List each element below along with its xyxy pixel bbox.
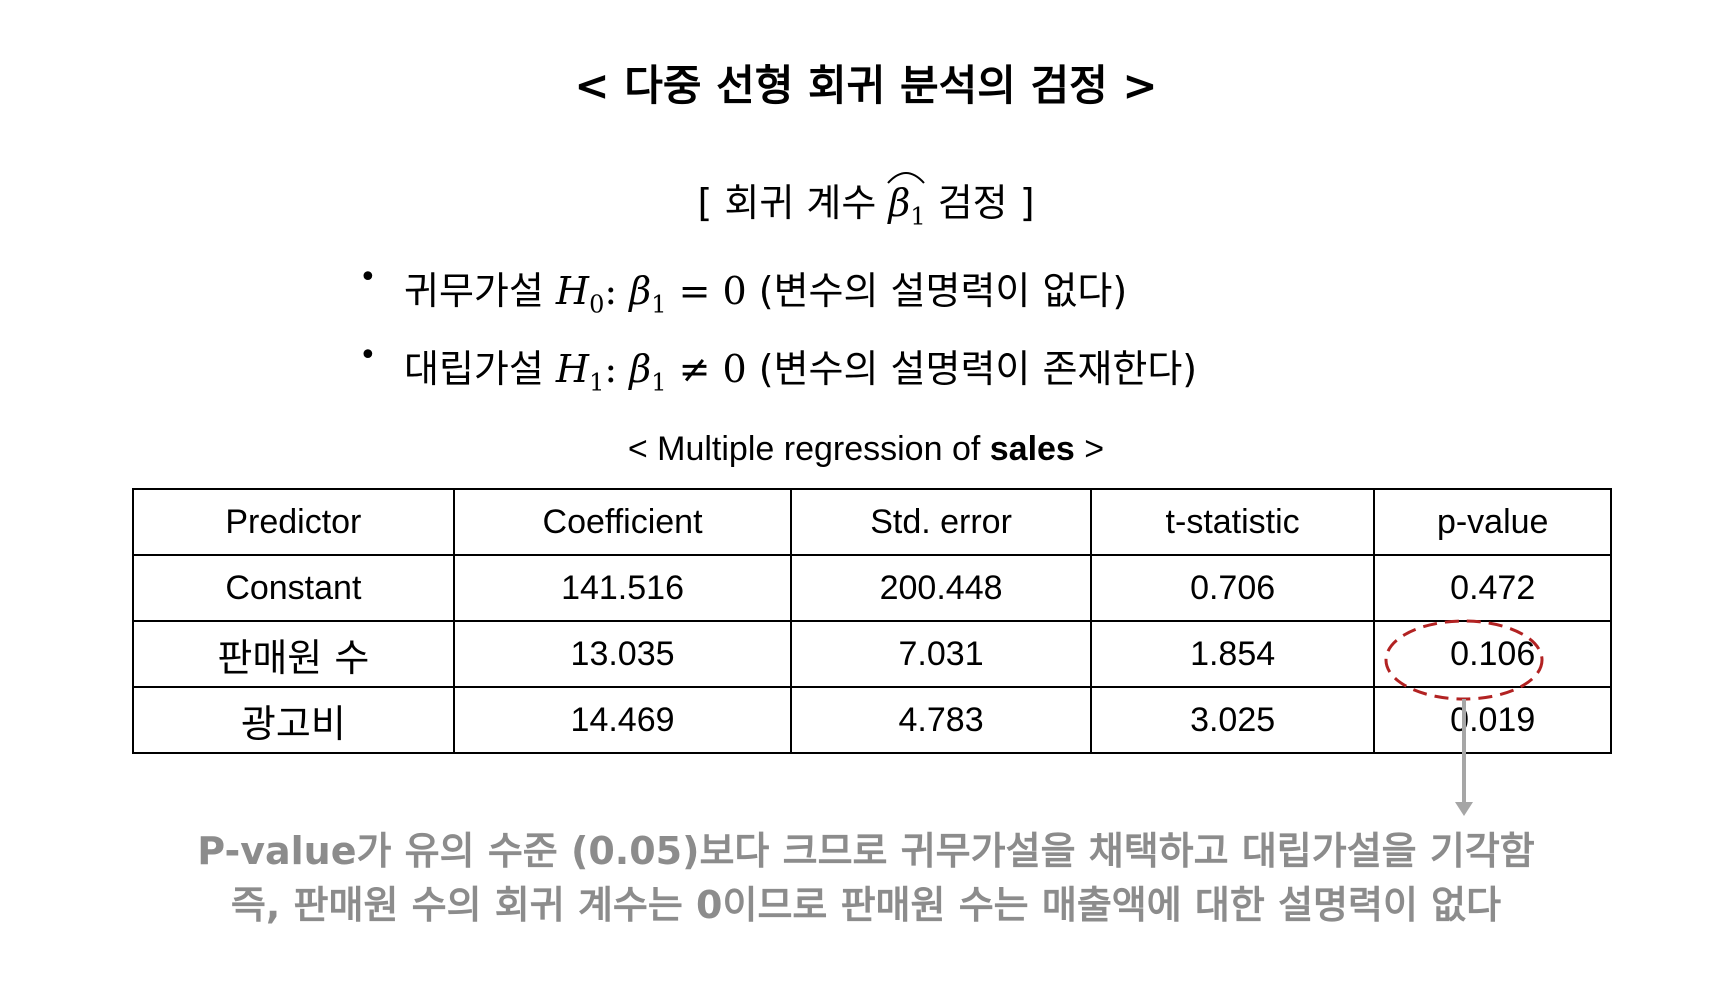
hypothesis-var-sub: 1 xyxy=(589,368,605,397)
conclusion-line: P-value가 유의 수준 (0.05)보다 크므로 귀무가설을 채택하고 대… xyxy=(197,829,1535,873)
cell-coefficient: 13.035 xyxy=(452,620,793,688)
cell-std-error: 4.783 xyxy=(790,686,1092,754)
caption-suffix: > xyxy=(1074,430,1105,468)
hypothesis-label: 대립가설 xyxy=(404,347,556,391)
table-header-row: Predictor Coefficient Std. error t-stati… xyxy=(132,488,1612,556)
cell-coefficient: 14.469 xyxy=(452,686,793,754)
hypothesis-label: 귀무가설 xyxy=(404,269,556,313)
hypothesis-var-sub: 0 xyxy=(589,290,605,319)
cell-predictor: Constant xyxy=(132,554,455,622)
table-row: Constant 141.516 200.448 0.706 0.472 xyxy=(132,554,1612,622)
hypothesis-beta: β xyxy=(629,347,652,391)
bullet: • xyxy=(359,260,377,295)
hypothesis-desc: (변수의 설명력이 존재한다) xyxy=(746,347,1198,391)
hypothesis-relation: = 0 xyxy=(666,269,747,313)
conclusion-line: 즉, 판매원 수의 회귀 계수는 0이므로 판매원 수는 매출액에 대한 설명력… xyxy=(230,883,1502,927)
cell-std-error: 200.448 xyxy=(790,554,1092,622)
caption-bold: sales xyxy=(989,430,1075,468)
header-coefficient: Coefficient xyxy=(452,488,793,556)
beta-hat-symbol: β1 xyxy=(887,172,926,231)
subtitle-suffix: 검정 ] xyxy=(925,181,1035,225)
hypothesis-beta-sub: 1 xyxy=(651,290,667,319)
hypothesis-beta: β xyxy=(629,269,652,313)
cell-coefficient: 141.516 xyxy=(452,554,793,622)
cell-p-value-highlighted: 0.106 xyxy=(1373,620,1612,688)
cell-t-statistic: 3.025 xyxy=(1089,686,1376,754)
hat-accent xyxy=(887,172,926,184)
table-row: 판매원 수 13.035 7.031 1.854 0.106 xyxy=(132,620,1612,688)
caption-prefix: < Multiple regression of xyxy=(627,430,990,468)
cell-std-error: 7.031 xyxy=(790,620,1092,688)
header-p-value: p-value xyxy=(1373,488,1612,556)
cell-p-value: 0.019 xyxy=(1373,686,1612,754)
regression-table: Predictor Coefficient Std. error t-stati… xyxy=(132,488,1612,754)
hypothesis-var: H xyxy=(555,269,590,313)
hypothesis-colon: : xyxy=(604,347,630,391)
page-title: < 다중 선형 회귀 분석의 검정 > xyxy=(574,61,1158,110)
hypothesis-colon: : xyxy=(604,269,630,313)
bullet: • xyxy=(359,338,377,373)
cell-t-statistic: 0.706 xyxy=(1089,554,1376,622)
header-predictor: Predictor xyxy=(132,488,455,556)
subtitle: [ 회귀 계수 β1 검정 ] xyxy=(0,172,1732,231)
hypothesis-var: H xyxy=(555,347,590,391)
alternative-hypothesis: • 대립가설 H1: β1 ≠ 0 (변수의 설명력이 존재한다) xyxy=(359,338,1198,397)
hypothesis-desc: (변수의 설명력이 없다) xyxy=(746,269,1128,313)
table-row: 광고비 14.469 4.783 3.025 0.019 xyxy=(132,686,1612,754)
table-caption: < Multiple regression of sales > xyxy=(0,430,1732,469)
cell-p-value: 0.472 xyxy=(1373,554,1612,622)
hypothesis-relation: ≠ 0 xyxy=(666,347,747,391)
beta-subscript: 1 xyxy=(910,202,926,231)
header-std-error: Std. error xyxy=(790,488,1092,556)
cell-predictor: 광고비 xyxy=(132,686,455,754)
cell-predictor: 판매원 수 xyxy=(132,620,455,688)
arrow-head xyxy=(1455,802,1473,816)
beta-symbol: β xyxy=(888,181,911,225)
subtitle-prefix: [ 회귀 계수 xyxy=(697,181,889,225)
header-t-statistic: t-statistic xyxy=(1089,488,1376,556)
conclusion-text: P-value가 유의 수준 (0.05)보다 크므로 귀무가설을 채택하고 대… xyxy=(0,824,1732,932)
hypothesis-beta-sub: 1 xyxy=(651,368,667,397)
null-hypothesis: • 귀무가설 H0: β1 = 0 (변수의 설명력이 없다) xyxy=(359,260,1128,319)
cell-t-statistic: 1.854 xyxy=(1089,620,1376,688)
